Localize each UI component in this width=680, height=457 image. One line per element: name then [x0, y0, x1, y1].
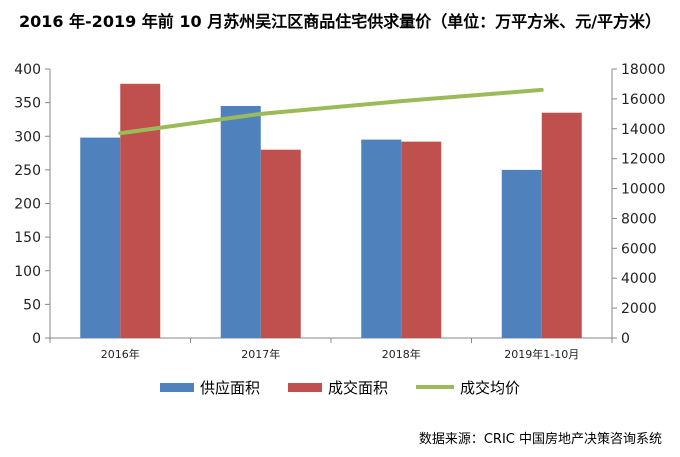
y-right-tick-label: 14000	[621, 122, 666, 138]
bar-supply	[361, 139, 402, 338]
legend-label-supply: 供应面积	[199, 378, 260, 397]
bar-deal	[260, 149, 301, 338]
y-left-tick-label: 400	[14, 62, 41, 78]
line-price	[118, 87, 544, 136]
legend-label-price: 成交均价	[460, 378, 521, 397]
y-right-tick-label: 12000	[621, 152, 666, 168]
bar-supply	[220, 105, 261, 338]
bar-deal	[120, 83, 161, 338]
y-right-tick-label: 6000	[621, 241, 657, 257]
x-tick-label: 2017年	[241, 347, 280, 361]
y-right-tick-label: 4000	[621, 271, 657, 287]
x-tick-label: 2019年1-10月	[504, 347, 579, 361]
y-left-tick-label: 300	[14, 129, 41, 145]
legend-item-price: 成交均价	[416, 377, 520, 398]
legend-item-deal: 成交面积	[287, 377, 388, 398]
y-left-tick-label: 0	[32, 331, 41, 347]
y-right-tick-label: 18000	[621, 62, 666, 78]
y-right-tick-label: 10000	[621, 182, 666, 198]
y-left-tick-label: 100	[14, 264, 41, 280]
y-left-tick-label: 50	[23, 297, 41, 313]
bar-supply	[80, 137, 121, 338]
bars	[80, 83, 582, 339]
legend-item-supply: 供应面积	[159, 377, 260, 398]
y-right-tick-label: 2000	[621, 301, 657, 317]
chart-title: 2016 年-2019 年前 10 月苏州吴江区商品住宅供求量价（单位：万平方米…	[18, 12, 662, 31]
y-right-tick-label: 0	[621, 331, 630, 347]
source-note: 数据来源：CRIC 中国房地产决策咨询系统	[418, 432, 662, 447]
x-tick-label: 2016年	[101, 347, 140, 361]
x-tick-label: 2018年	[382, 347, 421, 361]
y-right-tick-label: 8000	[621, 211, 657, 227]
y-left-tick-label: 350	[14, 96, 41, 112]
y-left-tick-label: 200	[14, 197, 41, 213]
legend-swatch-price	[416, 385, 454, 389]
y-left-tick-label: 250	[14, 163, 41, 179]
price-line	[118, 87, 544, 136]
y-left-tick-label: 150	[14, 230, 41, 246]
legend-label-deal: 成交面积	[327, 378, 388, 397]
bar-deal	[401, 141, 442, 338]
axes: 0501001502002503003504000200040006000800…	[14, 62, 665, 361]
legend-swatch-supply	[159, 382, 194, 392]
bar-supply	[501, 169, 542, 338]
legend: 供应面积 成交面积 成交均价	[0, 375, 680, 399]
y-right-tick-label: 16000	[621, 92, 666, 108]
legend-swatch-deal	[287, 382, 322, 392]
bar-deal	[541, 112, 582, 339]
